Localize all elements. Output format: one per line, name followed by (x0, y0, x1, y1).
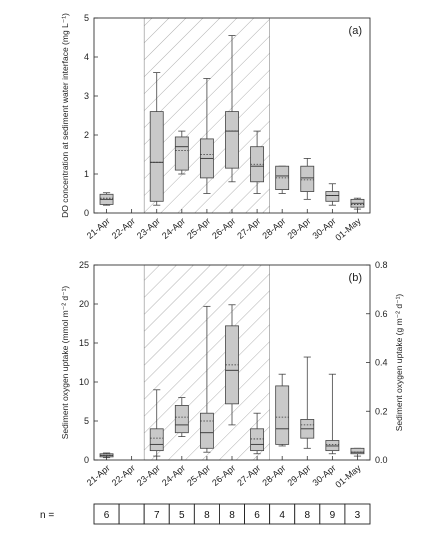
box-iqr (350, 447, 365, 455)
x-tick-label: 01-May (333, 463, 363, 490)
x-tick-label: 29-Apr (285, 216, 312, 241)
x-tick-label: 29-Apr (285, 463, 312, 488)
panel-b-ylabel: Sediment oxygen uptake (mmol m⁻² d⁻¹) (60, 286, 70, 440)
x-tick-label: 26-Apr (210, 463, 237, 488)
box-25-Apr (199, 305, 214, 453)
x-tick-label: 28-Apr (260, 463, 287, 488)
y-right-tick-label: 0.6 (375, 309, 388, 319)
x-tick-label: 23-Apr (135, 216, 162, 241)
panel-a-ylabel: DO concentration at sediment water inter… (60, 13, 70, 218)
n-cell-value: 8 (229, 510, 235, 521)
box-iqr (174, 136, 189, 171)
box-30-Apr (325, 183, 340, 206)
y-tick-label: 5 (84, 416, 89, 426)
box-iqr (300, 165, 315, 192)
n-cell (344, 503, 371, 525)
box-01-May (350, 197, 365, 210)
box-iqr (225, 111, 239, 169)
x-tick-label: 21-Apr (85, 463, 112, 488)
n-cell-value: 8 (204, 510, 210, 521)
n-cell-value: 5 (179, 510, 185, 521)
y-tick-label: 20 (79, 299, 89, 309)
y-tick-label: 5 (84, 13, 89, 23)
panel-b-ylabel-right: Sediment oxygen uptake (g m⁻² d⁻¹) (394, 294, 404, 432)
n-cell-value: 9 (330, 510, 336, 521)
x-tick-label: 24-Apr (160, 463, 187, 488)
n-cell-value: 4 (279, 510, 285, 521)
x-tick-label: 21-Apr (85, 216, 112, 241)
box-iqr (275, 385, 290, 445)
y-right-tick-label: 0.2 (375, 406, 388, 416)
y-tick-label: 0 (84, 455, 89, 465)
y-tick-label: 0 (84, 208, 89, 218)
y-tick-label: 10 (79, 377, 89, 387)
x-tick-label: 24-Apr (160, 216, 187, 241)
box-29-Apr (300, 157, 315, 200)
x-tick-label: 28-Apr (260, 216, 287, 241)
x-tick-label: 30-Apr (311, 463, 338, 488)
box-24-Apr (174, 397, 189, 438)
box-iqr (149, 111, 164, 202)
x-tick-label: 26-Apr (210, 216, 237, 241)
x-tick-label: 25-Apr (185, 216, 212, 241)
panel-a-label: (a) (349, 25, 362, 37)
n-cell (118, 503, 145, 525)
box-29-Apr (300, 356, 315, 449)
box-23-Apr (149, 389, 164, 457)
x-tick-label: 01-May (333, 216, 363, 243)
x-tick-label: 25-Apr (185, 463, 212, 488)
box-21-Apr (99, 192, 114, 206)
y-right-tick-label: 0.4 (375, 358, 388, 368)
x-tick-label: 22-Apr (110, 216, 137, 241)
y-tick-label: 15 (79, 338, 89, 348)
y-tick-label: 4 (84, 52, 89, 62)
box-iqr (325, 191, 340, 202)
box-iqr (149, 428, 164, 452)
y-right-tick-label: 0.0 (375, 455, 388, 465)
y-tick-label: 25 (79, 260, 89, 270)
box-27-Apr (250, 412, 265, 455)
box-28-Apr (275, 165, 290, 194)
box-30-Apr (325, 373, 340, 455)
y-right-tick-label: 0.8 (375, 260, 388, 270)
box-26-Apr (225, 304, 239, 426)
box-iqr (250, 428, 265, 452)
box-27-Apr (250, 130, 265, 194)
box-24-Apr (174, 130, 189, 175)
x-tick-label: 27-Apr (235, 463, 262, 488)
n-cell-value: 8 (304, 510, 310, 521)
n-cell-value: 6 (104, 510, 110, 521)
y-tick-label: 3 (84, 91, 89, 101)
n-cell-value: 7 (154, 510, 160, 521)
x-tick-label: 23-Apr (135, 463, 162, 488)
x-tick-label: 30-Apr (311, 216, 338, 241)
panel-a: 0 1 2 3 4 5 21-Apr22-Apr23-Apr24-Apr25-Apr26-… (60, 13, 371, 243)
box-26-Apr (225, 35, 239, 183)
y-tick-label: 1 (84, 169, 89, 179)
box-28-Apr (275, 373, 290, 447)
n-row: n = 6 7 5 8 8 6 4 8 9 3 (40, 503, 371, 525)
n-cell-value: 3 (355, 510, 361, 521)
n-cell-value: 6 (254, 510, 260, 521)
box-iqr (199, 412, 214, 449)
panel-b-label: (b) (349, 272, 362, 284)
x-tick-label: 27-Apr (235, 216, 262, 241)
box-iqr (174, 404, 189, 434)
y-tick-label: 2 (84, 130, 89, 140)
box-01-May (350, 447, 365, 457)
box-25-Apr (199, 78, 214, 194)
x-tick-label: 22-Apr (110, 463, 137, 488)
box-23-Apr (149, 72, 164, 206)
n-row-label: n = (40, 510, 54, 521)
